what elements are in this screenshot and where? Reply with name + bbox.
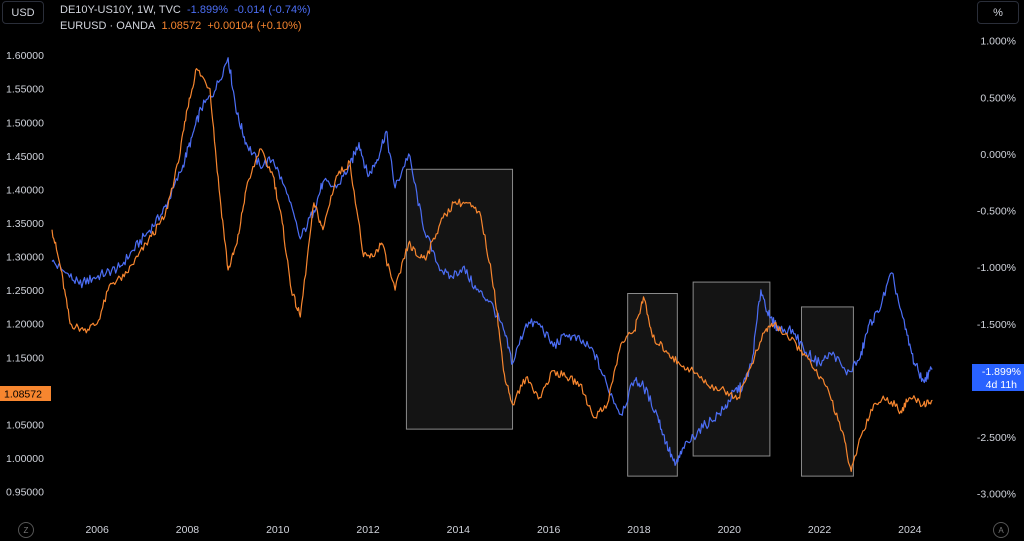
bar-countdown: 4d 11h: [986, 379, 1017, 391]
left-axis-tick-label: 1.40000: [6, 184, 44, 196]
zoom-reset-button[interactable]: Z: [18, 522, 34, 538]
time-axis-tick-label: 2022: [808, 524, 832, 536]
time-axis-tick-label: 2012: [356, 524, 380, 536]
auto-scale-button[interactable]: A: [993, 522, 1009, 538]
left-axis-tick-label: 0.95000: [6, 487, 44, 499]
time-axis-tick-label: 2018: [627, 524, 651, 536]
legend-series-1-change: -0.014 (-0.74%): [234, 4, 311, 16]
time-axis-tick-label: 2014: [447, 524, 471, 536]
left-axis-tick-label: 1.05000: [6, 419, 44, 431]
left-axis-tick-label: 1.50000: [6, 117, 44, 129]
left-axis-tick-label: 1.30000: [6, 252, 44, 264]
time-axis-tick-label: 2024: [898, 524, 922, 536]
eurusd-price-tag-text: 1.08572: [4, 389, 42, 401]
legend-series-2-symbol: EURUSD · OANDA: [60, 20, 156, 32]
left-axis-tick-label: 1.35000: [6, 218, 44, 230]
right-axis-tick-label: -1.000%: [977, 262, 1016, 274]
left-axis-tick-label: 1.15000: [6, 352, 44, 364]
eurusd-price-tag: [0, 386, 51, 401]
legend-series-2-value: 1.08572: [161, 20, 202, 32]
right-axis-tick-label: -0.500%: [977, 206, 1016, 218]
time-axis-tick-label: 2008: [176, 524, 200, 536]
left-axis-tick-label: 1.55000: [6, 84, 44, 96]
time-axis-tick-label: 2006: [85, 524, 109, 536]
right-axis-tick-label: 1.000%: [980, 36, 1016, 48]
highlight-boxes: [405, 168, 854, 477]
spread-price-tag-text: -1.899%: [982, 366, 1021, 378]
time-axis-tick-label: 2010: [266, 524, 290, 536]
right-axis-tick-label: 0.500%: [980, 92, 1016, 104]
right-scale-percent-button[interactable]: %: [977, 1, 1019, 24]
right-axis-tick-label: 0.000%: [980, 149, 1016, 161]
left-axis-tick-label: 1.20000: [6, 319, 44, 331]
legend-series-1-value: -1.899%: [187, 4, 228, 16]
right-percent-axis[interactable]: 1.000% 0.500% 0.000% -0.500% -1.000% -1.500% -…: [977, 36, 1016, 501]
spread-price-tag: [972, 364, 1024, 391]
right-axis-tick-label: -3.000%: [977, 489, 1016, 501]
series-lines: [51, 57, 933, 472]
time-axis-tick-label: 2020: [718, 524, 742, 536]
left-price-axis[interactable]: 1.60000 1.55000 1.50000 1.45000 1.40000 1.350…: [6, 50, 44, 498]
left-axis-tick-label: 1.60000: [6, 50, 44, 62]
legend-series-2[interactable]: EURUSD · OANDA 1.08572 +0.00104 (+0.10%): [60, 20, 302, 32]
left-axis-tick-label: 1.25000: [6, 285, 44, 297]
legend-series-1-symbol: DE10Y-US10Y, 1W, TVC: [60, 4, 181, 16]
left-axis-tick-label: 1.45000: [6, 151, 44, 163]
time-axis[interactable]: 2006 2008 2010 2012 2014 2016 2018 2020 2022 2024: [85, 524, 921, 536]
left-axis-tick-label: 1.00000: [6, 453, 44, 465]
time-axis-tick-label: 2016: [537, 524, 561, 536]
legend-series-1[interactable]: DE10Y-US10Y, 1W, TVC -1.899% -0.014 (-0.…: [60, 4, 311, 16]
highlight-box-4: [800, 306, 854, 477]
legend-series-2-change: +0.00104 (+0.10%): [207, 20, 302, 32]
right-axis-tick-label: -2.500%: [977, 432, 1016, 444]
left-scale-currency-button[interactable]: USD: [2, 1, 44, 24]
eurusd-series-line: [51, 67, 933, 472]
spread-series-line: [51, 57, 933, 466]
highlight-box-1: [405, 168, 514, 430]
right-axis-tick-label: -1.500%: [977, 319, 1016, 331]
